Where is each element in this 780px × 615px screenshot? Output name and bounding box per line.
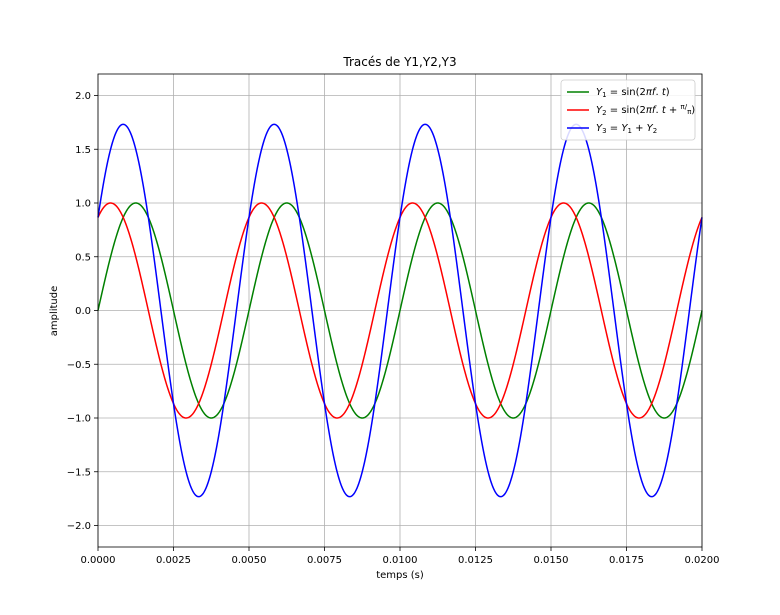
y-tick-label: −1.0	[67, 414, 91, 425]
legend-label-y2: Y2 = sin(2πf. t + π/π)	[596, 103, 695, 117]
y-tick-label: 0.5	[75, 252, 91, 263]
x-tick-label: 0.0025	[156, 555, 191, 566]
y-axis: −2.0 −1.5 −1.0 −0.5 0.0 0.5 1.0 1.5 2.0	[67, 91, 98, 532]
chart-title: Tracés de Y1,Y2,Y3	[342, 55, 456, 69]
y-tick-label: 0.0	[75, 306, 91, 317]
x-axis-title: temps (s)	[376, 570, 424, 581]
y-tick-label: 1.0	[75, 199, 91, 210]
y-tick-label: −2.0	[67, 521, 91, 532]
y-tick-label: 1.5	[75, 145, 91, 156]
y-tick-label: −0.5	[67, 360, 91, 371]
legend: Y1 = sin(2πf. t) Y2 = sin(2πf. t + π/π) …	[560, 79, 696, 141]
x-tick-label: 0.0100	[383, 555, 418, 566]
y-tick-label: 2.0	[75, 91, 91, 102]
x-tick-label: 0.0050	[232, 555, 267, 566]
legend-label-y1: Y1 = sin(2πf. t)	[596, 87, 670, 99]
x-tick-label: 0.0175	[609, 555, 644, 566]
x-tick-label: 0.0075	[307, 555, 342, 566]
x-tick-label: 0.0200	[685, 555, 720, 566]
series-layer	[97, 123, 703, 498]
x-tick-label: 0.0000	[81, 555, 116, 566]
legend-label-y3: Y3 = Y1 + Y2	[596, 123, 657, 135]
y-axis-title: amplitude	[49, 286, 60, 337]
y-tick-label: −1.5	[67, 467, 91, 478]
x-axis: 0.0000 0.0025 0.0050 0.0075 0.0100 0.0125 0.01…	[81, 547, 720, 566]
x-tick-label: 0.0125	[458, 555, 493, 566]
x-tick-label: 0.0150	[534, 555, 569, 566]
series-line-y3	[97, 123, 703, 498]
legend-box	[560, 79, 696, 141]
